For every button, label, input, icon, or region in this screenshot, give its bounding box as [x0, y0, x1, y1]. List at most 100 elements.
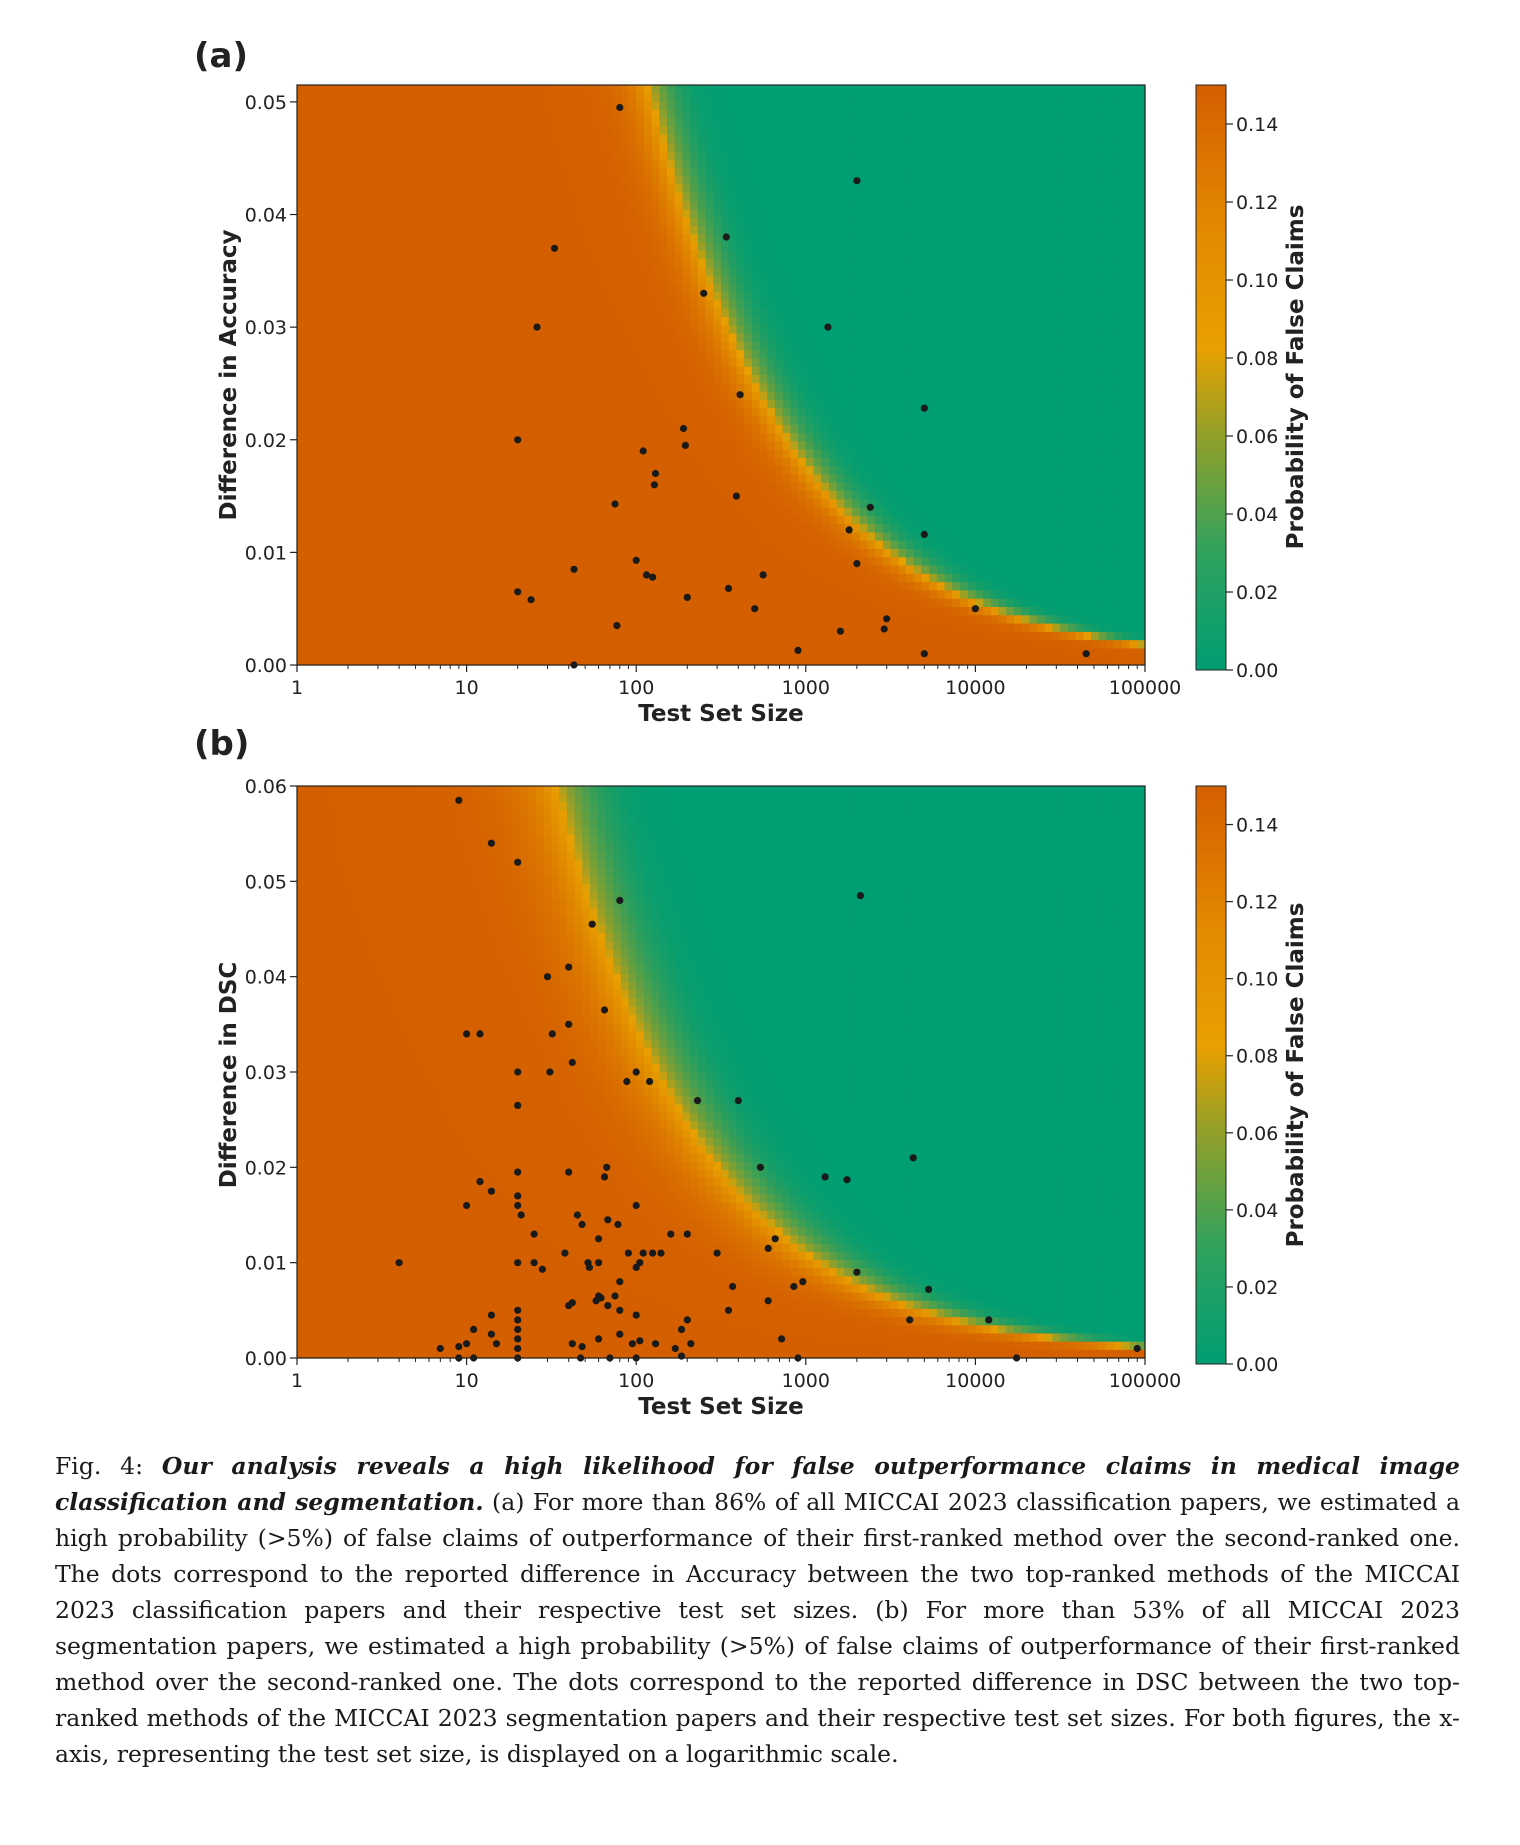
- heatmap-cell: [705, 275, 714, 285]
- heatmap-cell: [320, 317, 329, 326]
- heatmap-cell: [374, 648, 383, 658]
- heatmap-cell: [736, 466, 745, 476]
- heatmap-cell: [798, 590, 807, 600]
- heatmap-cell: [474, 234, 483, 244]
- heatmap-cell: [713, 350, 722, 360]
- heatmap-cell: [821, 333, 830, 343]
- heatmap-cell: [844, 167, 853, 177]
- heatmap-cell: [397, 143, 406, 152]
- heatmap-cell: [350, 85, 360, 94]
- heatmap-cell: [520, 209, 529, 219]
- heatmap-cell: [782, 217, 791, 227]
- heatmap-cell: [389, 549, 398, 558]
- heatmap-cell: [358, 466, 367, 476]
- heatmap-cell: [674, 648, 684, 658]
- heatmap-cell: [428, 573, 437, 583]
- heatmap-cell: [744, 615, 753, 625]
- heatmap-cell: [535, 308, 545, 318]
- heatmap-cell: [651, 607, 660, 616]
- heatmap-cell: [320, 250, 329, 260]
- heatmap-cell: [636, 308, 645, 318]
- heatmap-cell: [636, 283, 645, 293]
- heatmap-cell: [597, 507, 606, 517]
- heatmap-cell: [682, 217, 691, 227]
- heatmap-cell: [304, 209, 314, 219]
- heatmap-cell: [381, 176, 391, 186]
- heatmap-cell: [397, 209, 406, 219]
- heatmap-cell: [821, 573, 830, 583]
- heatmap-cell: [420, 325, 429, 335]
- heatmap-cell: [582, 433, 591, 442]
- heatmap-cell: [728, 143, 738, 152]
- heatmap-cell: [489, 176, 499, 186]
- heatmap-cell: [651, 350, 660, 360]
- heatmap-cell: [774, 275, 784, 285]
- heatmap-cell: [713, 565, 722, 575]
- heatmap-cell: [620, 524, 630, 534]
- heatmap-cell: [397, 449, 406, 459]
- heatmap-cell: [474, 267, 483, 277]
- heatmap-cell: [659, 292, 668, 302]
- heatmap-cell: [774, 590, 784, 600]
- heatmap-cell: [605, 143, 614, 152]
- heatmap-cell: [551, 631, 560, 641]
- heatmap-cell: [744, 466, 753, 476]
- heatmap-cell: [574, 424, 583, 434]
- heatmap-cell: [844, 234, 853, 244]
- heatmap-cell: [489, 201, 499, 210]
- heatmap-cell: [304, 598, 314, 608]
- heatmap-cell: [466, 201, 475, 210]
- heatmap-cell: [713, 524, 722, 534]
- heatmap-cell: [751, 383, 761, 393]
- heatmap-cell: [482, 540, 491, 550]
- heatmap-cell: [528, 598, 537, 608]
- heatmap-cell: [443, 507, 452, 517]
- heatmap-cell: [674, 607, 684, 616]
- heatmap-cell: [636, 317, 645, 326]
- heatmap-cell: [458, 515, 468, 525]
- heatmap-cell: [651, 333, 660, 343]
- heatmap-cell: [443, 118, 452, 128]
- heatmap-cell: [790, 358, 799, 368]
- heatmap-cell: [451, 118, 460, 128]
- heatmap-cell: [420, 109, 429, 119]
- heatmap-cell: [674, 275, 684, 285]
- heatmap-cell: [381, 350, 391, 360]
- heatmap-cell: [736, 582, 745, 592]
- heatmap-cell: [721, 259, 730, 268]
- heatmap-cell: [774, 433, 784, 442]
- heatmap-cell: [381, 366, 391, 376]
- heatmap-cell: [343, 515, 352, 525]
- heatmap-cell: [505, 474, 514, 484]
- heatmap-cell: [397, 416, 406, 426]
- heatmap-cell: [528, 424, 537, 434]
- heatmap-cell: [682, 358, 691, 368]
- heatmap-cell: [297, 143, 306, 152]
- heatmap-cell: [397, 159, 406, 169]
- heatmap-cell: [643, 375, 653, 384]
- heatmap-cell: [751, 441, 761, 451]
- heatmap-cell: [404, 383, 414, 393]
- heatmap-cell: [774, 242, 784, 252]
- heatmap-cell: [451, 275, 460, 285]
- heatmap-cell: [782, 201, 791, 210]
- heatmap-cell: [813, 582, 822, 592]
- heatmap-cell: [320, 507, 329, 517]
- heatmap-cell: [597, 648, 606, 658]
- heatmap-cell: [420, 441, 429, 451]
- heatmap-cell: [443, 300, 452, 310]
- heatmap-cell: [605, 590, 614, 600]
- heatmap-cell: [721, 283, 730, 293]
- heatmap-cell: [404, 515, 414, 525]
- heatmap-cell: [304, 159, 314, 169]
- heatmap-cell: [505, 449, 514, 459]
- heatmap-cell: [659, 85, 668, 94]
- heatmap-cell: [474, 631, 483, 641]
- heatmap-cell: [836, 441, 845, 451]
- heatmap-cell: [751, 167, 761, 177]
- heatmap-cell: [659, 375, 668, 384]
- heatmap-cell: [620, 317, 630, 326]
- heatmap-cell: [458, 457, 468, 467]
- heatmap-cell: [428, 167, 437, 177]
- heatmap-cell: [790, 93, 799, 103]
